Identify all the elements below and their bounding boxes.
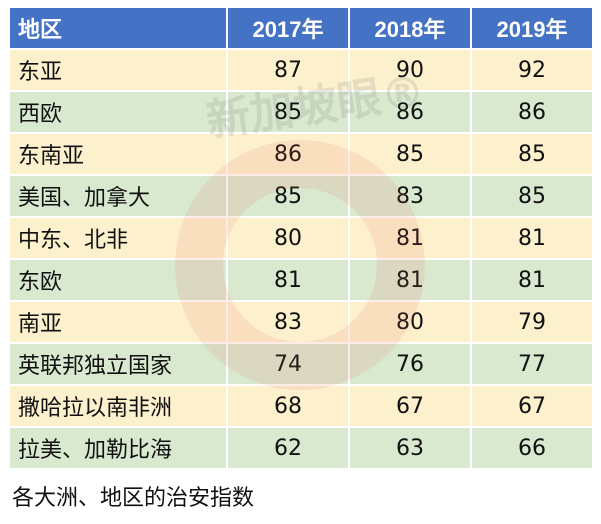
value-cell: 79 [472,302,594,344]
value-cell: 81 [228,260,350,302]
table: 地区 2017年 2018年 2019年 东亚 87 90 92 西欧 85 86 86 东南亚 86 85… [10,8,594,470]
value-cell: 76 [350,344,472,386]
region-cell: 中东、北非 [10,218,228,260]
value-cell: 87 [228,50,350,92]
value-cell: 74 [228,344,350,386]
header-cell: 2018年 [350,8,472,50]
value-cell: 86 [472,92,594,134]
value-cell: 85 [472,134,594,176]
header-cell: 2017年 [228,8,350,50]
value-cell: 85 [228,176,350,218]
region-cell: 东欧 [10,260,228,302]
value-cell: 81 [472,260,594,302]
region-cell: 西欧 [10,92,228,134]
value-cell: 81 [350,260,472,302]
value-cell: 62 [228,428,350,470]
value-cell: 85 [228,92,350,134]
value-cell: 63 [350,428,472,470]
header-cell: 2019年 [472,8,594,50]
value-cell: 83 [228,302,350,344]
value-cell: 85 [472,176,594,218]
region-cell: 南亚 [10,302,228,344]
region-cell: 英联邦独立国家 [10,344,228,386]
value-cell: 80 [350,302,472,344]
region-cell: 东南亚 [10,134,228,176]
value-cell: 80 [228,218,350,260]
value-cell: 90 [350,50,472,92]
value-cell: 85 [350,134,472,176]
value-cell: 86 [228,134,350,176]
value-cell: 81 [472,218,594,260]
value-cell: 68 [228,386,350,428]
region-cell: 东亚 [10,50,228,92]
region-cell: 美国、加拿大 [10,176,228,218]
region-cell: 拉美、加勒比海 [10,428,228,470]
region-cell: 撒哈拉以南非洲 [10,386,228,428]
value-cell: 86 [350,92,472,134]
value-cell: 92 [472,50,594,92]
value-cell: 67 [350,386,472,428]
value-cell: 77 [472,344,594,386]
value-cell: 67 [472,386,594,428]
header-cell: 地区 [10,8,228,50]
value-cell: 81 [350,218,472,260]
value-cell: 83 [350,176,472,218]
caption: 各大洲、地区的治安指数 [12,486,255,511]
value-cell: 66 [472,428,594,470]
